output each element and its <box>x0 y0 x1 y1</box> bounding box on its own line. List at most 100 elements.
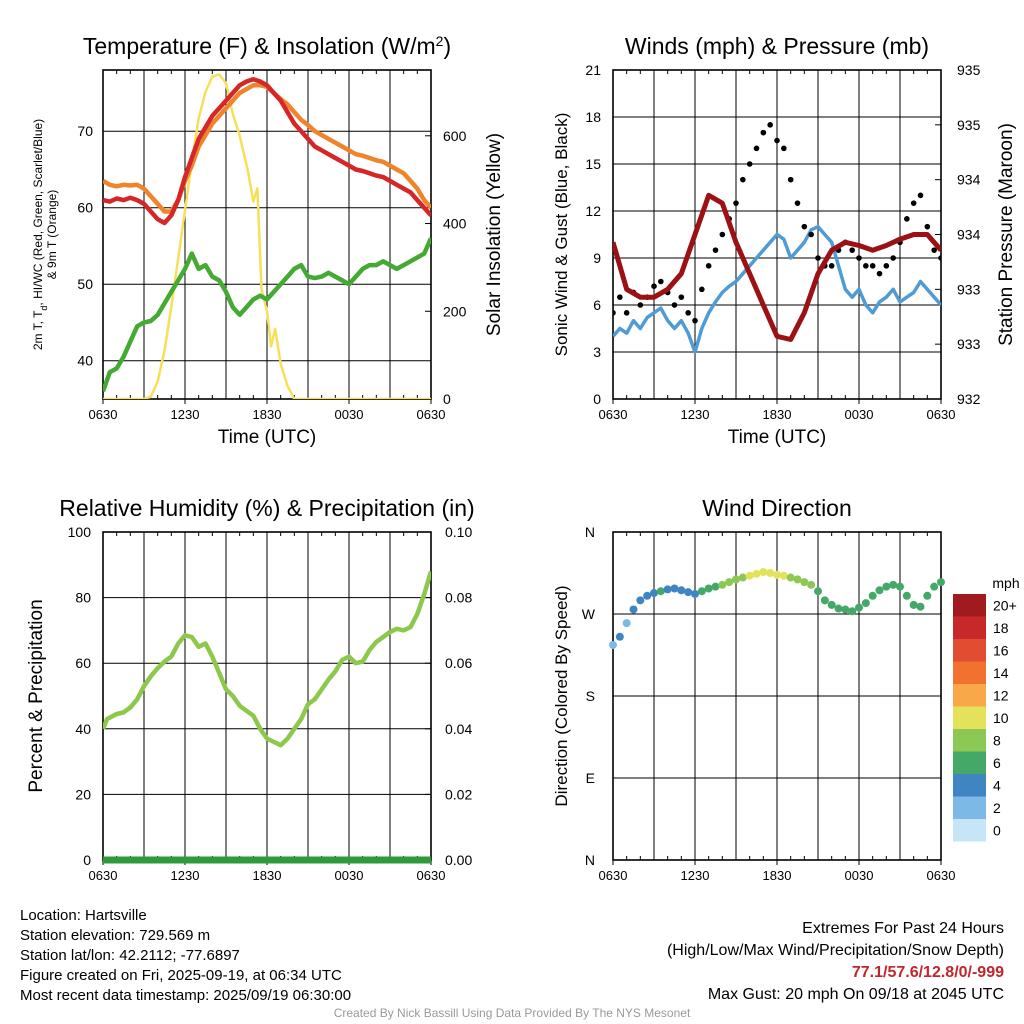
legend-swatch <box>953 616 986 639</box>
x-tick-label: 0630 <box>599 868 628 883</box>
gust-point <box>801 223 808 230</box>
y-tick-label: 0 <box>83 852 91 868</box>
y2-tick-label: 933 <box>957 281 981 297</box>
gust-point <box>692 317 698 324</box>
direction-point <box>800 578 809 587</box>
direction-point <box>861 599 870 608</box>
y-tick-label: 40 <box>77 353 93 369</box>
direction-point <box>766 569 775 577</box>
gust-point <box>856 255 862 261</box>
direction-point <box>684 588 693 597</box>
y2-tick-label: 932 <box>957 391 981 407</box>
station-info: Location: Hartsville Station elevation: … <box>20 906 351 1006</box>
y-tick-label: E <box>586 770 595 786</box>
gust-point <box>651 283 657 290</box>
credit-text: Created By Nick Bassill Using Data Provi… <box>333 1006 691 1020</box>
legend-label: 18 <box>993 620 1009 636</box>
speed-legend: mph 20+ 18 16 14 12 10 8 6 4 2 0 <box>953 575 1020 842</box>
y-tick-label: 50 <box>77 276 93 292</box>
gust-point <box>760 129 767 136</box>
x-tick-label: 0630 <box>599 407 628 422</box>
panel-1: 0630 1230 1830 0030 0630 Temperature (F) & In… <box>31 33 505 448</box>
legend-swatch <box>953 729 986 752</box>
direction-point <box>909 600 918 609</box>
y2-axis-label: Solar Insolation (Yellow) <box>484 133 505 336</box>
direction-point <box>779 571 788 580</box>
gust-point <box>733 200 739 206</box>
direction-point <box>841 605 850 614</box>
gust-point <box>931 247 937 253</box>
x-tick-label: 1230 <box>171 868 200 883</box>
y-tick-label: N <box>585 524 595 540</box>
direction-point <box>663 585 672 594</box>
legend-swatch <box>953 751 986 774</box>
direction-point <box>615 632 624 641</box>
extremes-values: 77.1/57.6/12.8/0/-999 <box>851 964 1004 981</box>
direction-point <box>691 589 699 598</box>
gust-point <box>637 302 644 308</box>
gust-point <box>671 302 678 308</box>
sonic-wind-line <box>613 224 941 354</box>
x-tick-label: 0630 <box>927 407 956 422</box>
gust-point <box>617 294 623 300</box>
direction-point <box>875 586 884 595</box>
direction-point <box>807 580 816 589</box>
gust-point <box>794 200 801 206</box>
x-tick-label: 1230 <box>171 407 200 422</box>
gust-point <box>623 310 630 316</box>
y2-tick-label: 0.00 <box>445 852 472 868</box>
legend-label: 6 <box>993 755 1001 771</box>
y2-tick-label: 200 <box>443 303 467 319</box>
y2-tick-label: 0.02 <box>445 786 472 802</box>
direction-point <box>786 573 795 582</box>
direction-point <box>937 578 945 587</box>
gust-point <box>712 247 719 253</box>
y-tick-label: W <box>582 606 596 622</box>
y2-tick-label: 0.04 <box>445 721 472 737</box>
temperature-series-line <box>103 76 431 226</box>
y2-axis-label: Station Pressure (Maroon) <box>996 123 1017 346</box>
legend-label: 2 <box>993 800 1001 816</box>
created-text: Figure created on Fri, 2025-09-19, at 06… <box>20 967 342 984</box>
legend-swatch <box>953 819 986 842</box>
gust-point <box>613 310 616 316</box>
direction-point <box>745 571 754 580</box>
gust-point <box>808 231 814 238</box>
direction-point <box>759 568 768 577</box>
y-axis-label: Sonic Wind & Gust (Blue, Black) <box>552 113 571 357</box>
legend-label: 4 <box>993 777 1001 793</box>
x-tick-label: 0630 <box>417 407 446 422</box>
y2-tick-label: 0.08 <box>445 590 472 606</box>
y-axis-label: 2m T, Td, HI/WC (Red, Green, Scarlet/Blu… <box>31 119 49 350</box>
x-tick-label: 0030 <box>845 407 874 422</box>
temperature-series-line <box>103 73 431 399</box>
legend-swatch <box>953 661 986 684</box>
gust-point <box>746 161 753 167</box>
x-tick-label: 0030 <box>845 868 874 883</box>
y-tick-label: 60 <box>75 655 91 671</box>
direction-point <box>848 607 857 616</box>
direction-point <box>636 596 645 605</box>
chart-title: Winds (mph) & Pressure (mb) <box>625 33 929 59</box>
x-tick-label: 1830 <box>763 407 792 422</box>
gust-point <box>753 145 760 152</box>
y-tick-label: 21 <box>585 62 601 78</box>
x-tick-label: 0630 <box>89 407 118 422</box>
gust-point <box>678 294 685 300</box>
y2-tick-label: 933 <box>957 336 981 352</box>
series-group <box>613 122 941 354</box>
direction-point <box>704 584 713 593</box>
gust-point <box>904 216 910 222</box>
direction-point <box>697 587 706 596</box>
y-tick-label: 70 <box>77 123 93 139</box>
x-tick-label: 1830 <box>253 407 282 422</box>
x-tick-label: 1230 <box>681 868 710 883</box>
direction-point <box>656 587 665 596</box>
legend-swatch <box>953 639 986 662</box>
location-text: Location: Hartsville <box>20 907 147 924</box>
recent-data-text: Most recent data timestamp: 2025/09/19 0… <box>20 987 352 1004</box>
legend-label: 20+ <box>993 597 1017 613</box>
direction-point <box>896 582 904 591</box>
panel-3: 0630 1230 1830 0030 0630 Relative Humidity (%… <box>26 495 475 883</box>
